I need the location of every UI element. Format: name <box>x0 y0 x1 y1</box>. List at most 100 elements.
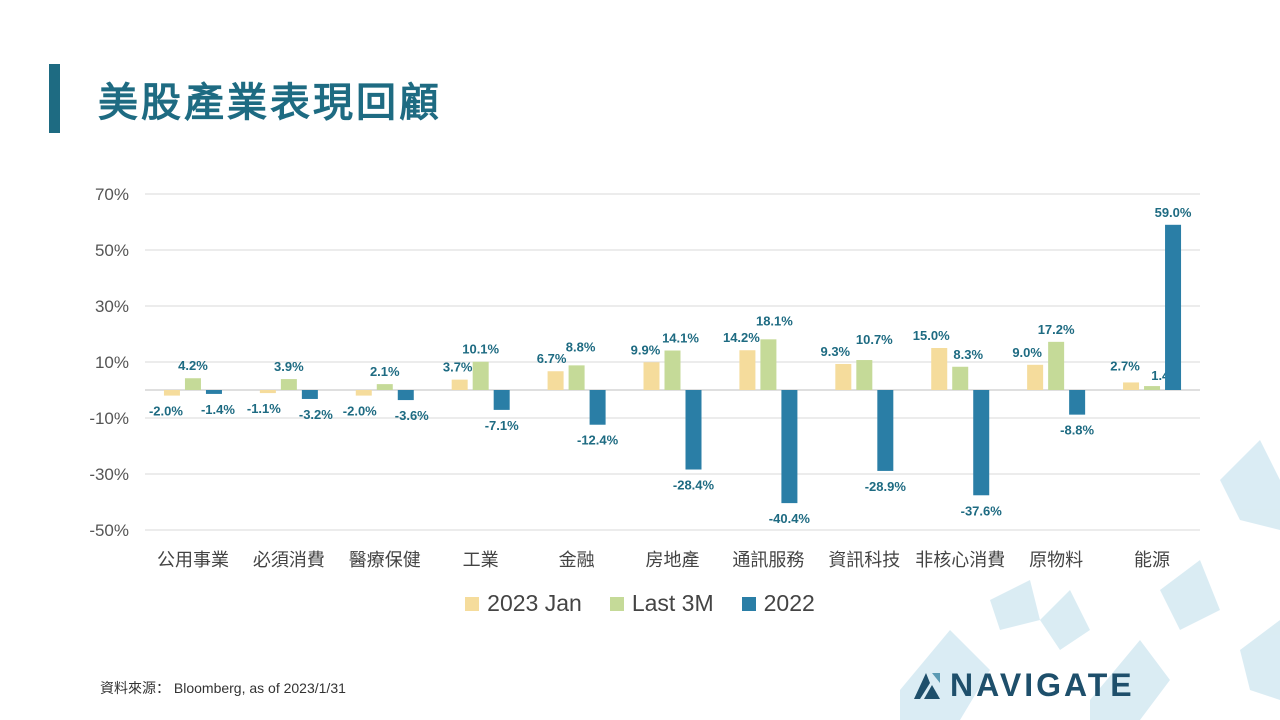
bar-2022 <box>973 390 990 496</box>
bar-last3m <box>1048 341 1065 390</box>
y-tick-label: -30% <box>89 465 129 484</box>
bar-2022 <box>685 390 702 470</box>
bar-jan <box>259 390 276 394</box>
bar-2022 <box>493 390 510 410</box>
bar-last3m <box>472 361 489 390</box>
legend-swatch-jan <box>465 596 480 611</box>
bar-jan <box>547 371 564 390</box>
logo-text: NAVIGATE <box>950 667 1135 703</box>
y-tick-label: 50% <box>95 241 129 260</box>
bar-last3m <box>856 360 873 390</box>
x-tick-label: 資訊科技 <box>828 550 900 571</box>
data-label-jan: 15.0% <box>913 328 950 343</box>
y-tick-label: 70% <box>95 185 129 204</box>
legend-label-2022: 2022 <box>763 590 815 616</box>
x-tick-label: 房地產 <box>646 550 700 571</box>
bar-jan <box>739 350 756 390</box>
data-label-jan: -1.1% <box>247 401 281 416</box>
x-tick-label: 能源 <box>1134 550 1170 571</box>
y-tick-label: -50% <box>89 521 129 540</box>
navigate-logo-icon <box>914 672 940 699</box>
legend-swatch-2022 <box>741 596 756 611</box>
source-note: 資料來源： Bloomberg, as of 2023/1/31 <box>100 680 346 696</box>
data-label-2022: -7.1% <box>485 418 519 433</box>
data-label-jan: 9.0% <box>1012 345 1042 360</box>
data-label-last3m: 14.1% <box>662 331 699 346</box>
data-label-jan: 6.7% <box>537 351 567 366</box>
data-label-last3m: 10.1% <box>462 342 499 357</box>
x-tick-label: 工業 <box>463 550 499 571</box>
bar-last3m <box>568 365 585 390</box>
bar-2022 <box>1165 224 1182 390</box>
data-label-jan: 2.7% <box>1110 358 1140 373</box>
data-label-2022: -8.8% <box>1060 423 1094 438</box>
bar-2022 <box>589 390 606 425</box>
data-label-jan: -2.0% <box>149 404 183 419</box>
data-label-2022: -3.6% <box>395 408 429 423</box>
bar-jan <box>931 348 948 390</box>
x-tick-label: 通訊服務 <box>732 550 804 571</box>
bar-jan <box>1123 382 1140 390</box>
title-accent-bar <box>49 64 60 133</box>
data-label-last3m: 8.3% <box>953 347 983 362</box>
data-label-2022: -28.4% <box>673 478 715 493</box>
legend-item-jan: 2023 Jan <box>465 590 582 617</box>
chart-legend: 2023 Jan Last 3M 2022 <box>0 590 1280 617</box>
x-tick-label: 公用事業 <box>157 550 229 571</box>
data-label-last3m: 8.8% <box>566 339 596 354</box>
bar-last3m <box>952 366 969 390</box>
data-label-jan: 3.7% <box>443 360 473 375</box>
bar-2022 <box>781 390 798 504</box>
legend-item-last3m: Last 3M <box>609 590 714 617</box>
data-label-last3m: 2.1% <box>370 364 400 379</box>
data-label-jan: 9.9% <box>631 342 661 357</box>
data-label-jan: -2.0% <box>343 404 377 419</box>
legend-item-2022: 2022 <box>741 590 815 617</box>
data-label-2022: -3.2% <box>299 407 333 422</box>
data-label-jan: 14.2% <box>723 330 760 345</box>
bar-jan <box>163 390 180 396</box>
data-label-last3m: 4.2% <box>178 358 208 373</box>
bar-last3m <box>280 379 297 390</box>
x-tick-label: 必須消費 <box>253 550 325 571</box>
legend-swatch-last3m <box>609 596 624 611</box>
bar-last3m <box>1144 386 1161 390</box>
bar-2022 <box>397 390 414 401</box>
bar-last3m <box>760 339 777 390</box>
bar-jan <box>1027 364 1044 390</box>
bar-2022 <box>877 390 894 471</box>
y-tick-label: 30% <box>95 297 129 316</box>
y-tick-label: -10% <box>89 409 129 428</box>
data-label-2022: -40.4% <box>769 511 811 526</box>
bar-last3m <box>184 378 201 390</box>
bar-2022 <box>1069 390 1086 415</box>
legend-label-last3m: Last 3M <box>631 590 714 616</box>
bar-jan <box>643 362 660 390</box>
data-label-last3m: 18.1% <box>756 313 793 328</box>
snowflake-watermark <box>900 440 1280 720</box>
bar-jan <box>451 379 468 390</box>
data-label-2022: -28.9% <box>865 479 907 494</box>
data-label-jan: 9.3% <box>820 344 850 359</box>
x-tick-label: 原物料 <box>1029 550 1083 571</box>
data-label-last3m: 3.9% <box>274 359 304 374</box>
data-label-2022: -12.4% <box>577 433 619 448</box>
data-label-2022: 59.0% <box>1155 205 1192 220</box>
x-tick-label: 金融 <box>559 550 595 571</box>
bar-last3m <box>376 384 393 390</box>
bar-2022 <box>301 390 318 399</box>
bar-jan <box>355 390 372 396</box>
x-tick-label: 醫療保健 <box>349 550 421 571</box>
bar-last3m <box>664 350 681 390</box>
legend-label-jan: 2023 Jan <box>487 590 582 616</box>
navigate-logo: NAVIGATE <box>912 667 1135 704</box>
x-tick-label: 非核心消費 <box>915 550 1005 571</box>
data-label-2022: -37.6% <box>961 503 1003 518</box>
data-label-last3m: 17.2% <box>1038 322 1075 337</box>
data-label-2022: -1.4% <box>201 402 235 417</box>
data-label-last3m: 10.7% <box>856 332 893 347</box>
bar-2022 <box>205 390 222 394</box>
y-tick-label: 10% <box>95 353 129 372</box>
page-title: 美股產業表現回顧 <box>98 80 442 126</box>
